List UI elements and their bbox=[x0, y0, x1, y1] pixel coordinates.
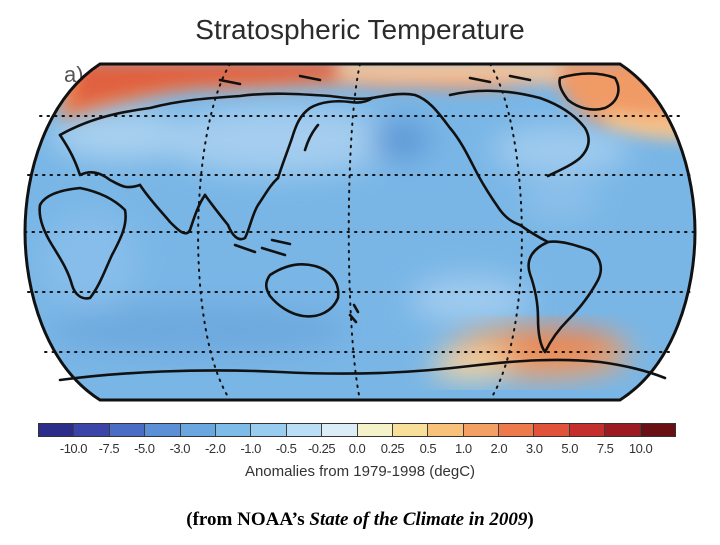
colorbar-tick-label: 0.0 bbox=[348, 441, 366, 456]
map-frame bbox=[23, 62, 697, 402]
map-title: Stratospheric Temperature bbox=[195, 14, 525, 45]
colorbar-swatch bbox=[215, 424, 252, 436]
colorbar-swatch bbox=[145, 424, 181, 436]
colorbar-tick-label: -2.0 bbox=[205, 441, 226, 456]
colorbar-tick-label: -5.0 bbox=[134, 441, 155, 456]
colorbar-tick-label: -7.5 bbox=[98, 441, 120, 456]
colorbar-swatch bbox=[392, 424, 429, 436]
colorbar-tick-label: -3.0 bbox=[169, 441, 191, 456]
colorbar-tick-label: 0.5 bbox=[419, 441, 437, 456]
colorbar-tick-label: -1.0 bbox=[240, 441, 261, 456]
colorbar-swatch bbox=[428, 424, 464, 436]
colorbar-tick-label: 5.0 bbox=[561, 441, 578, 456]
colorbar-swatch bbox=[357, 424, 393, 436]
colorbar-swatch bbox=[534, 424, 570, 436]
colorbar bbox=[38, 423, 676, 437]
colorbar-tick-label: -10.0 bbox=[59, 441, 88, 456]
colorbar-tick-label: 10.0 bbox=[628, 441, 653, 456]
caption-prefix: (from NOAA’s bbox=[186, 509, 310, 530]
colorbar-units-label: Anomalies from 1979-1998 (degC) bbox=[244, 463, 476, 480]
caption-publication: State of the Climate in 2009 bbox=[309, 509, 528, 530]
coastlines bbox=[38, 72, 667, 382]
colorbar-swatch bbox=[109, 424, 146, 436]
colorbar-ticks: -10.0 -7.5 -5.0 -3.0 -2.0 -1.0 -0.5 -0.25 0.0 0.2… bbox=[38, 441, 676, 459]
colorbar-swatch bbox=[251, 424, 287, 436]
caption-suffix: ) bbox=[527, 509, 534, 530]
colorbar-swatch bbox=[39, 424, 75, 436]
colorbar-swatch bbox=[569, 424, 606, 436]
colorbar-swatch bbox=[463, 424, 500, 436]
colorbar-swatch bbox=[286, 424, 323, 436]
colorbar-swatch bbox=[605, 424, 641, 436]
colorbar-tick-label: 0.25 bbox=[380, 441, 405, 456]
colorbar-swatch bbox=[322, 424, 358, 436]
colorbar-tick-label: 1.0 bbox=[455, 441, 472, 456]
colorbar-swatch bbox=[180, 424, 216, 436]
colorbar-swatch bbox=[640, 424, 676, 436]
colorbar-tick-label: 2.0 bbox=[490, 441, 508, 456]
colorbar-tick-label: 3.0 bbox=[525, 441, 543, 456]
colorbar-tick-label: -0.5 bbox=[275, 441, 297, 456]
colorbar-tick-label: -0.25 bbox=[307, 441, 336, 456]
colorbar-swatch bbox=[74, 424, 110, 436]
colorbar-tick-label: 7.5 bbox=[596, 441, 614, 456]
colorbar-swatch bbox=[499, 424, 535, 436]
source-caption: (from NOAA’s State of the Climate in 200… bbox=[0, 509, 720, 531]
